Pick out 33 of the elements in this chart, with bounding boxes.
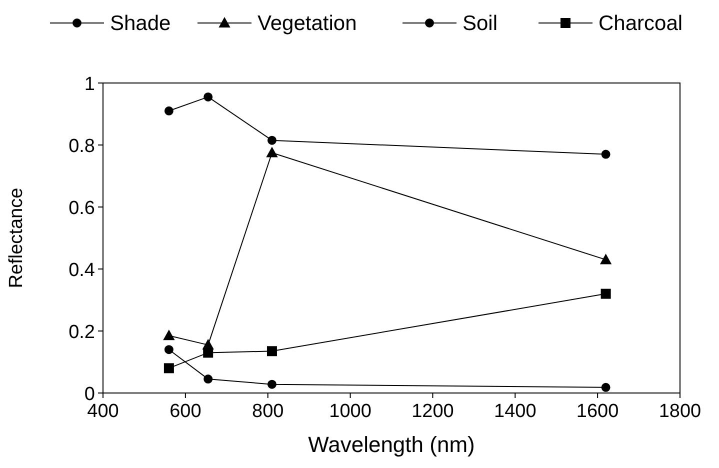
legend-label: Charcoal bbox=[598, 12, 683, 35]
point bbox=[164, 363, 174, 374]
legend-label: Vegetation bbox=[258, 12, 357, 35]
legend-label: Shade bbox=[110, 12, 171, 35]
point bbox=[601, 382, 610, 392]
x-tick-label: 1800 bbox=[658, 401, 702, 422]
y-tick-label: 0.2 bbox=[68, 322, 95, 343]
point bbox=[164, 345, 174, 354]
y-tick-label: 0.4 bbox=[68, 260, 96, 281]
point bbox=[163, 330, 174, 340]
point bbox=[600, 288, 611, 299]
x-tick-label: 1600 bbox=[576, 401, 619, 422]
x-tick-label: 600 bbox=[170, 401, 202, 422]
point bbox=[266, 147, 278, 158]
point bbox=[203, 348, 214, 358]
x-tick-label: 800 bbox=[252, 401, 284, 422]
x-tick-label: 1400 bbox=[494, 401, 536, 422]
point bbox=[601, 150, 610, 159]
y-axis-title: Reflectance bbox=[6, 188, 27, 288]
point bbox=[204, 92, 213, 102]
y-tick-label: 1 bbox=[84, 74, 95, 95]
point bbox=[164, 106, 174, 116]
x-tick-label: 1200 bbox=[412, 401, 454, 422]
x-axis-title: Wavelength (nm) bbox=[308, 432, 475, 457]
y-tick-label: 0.6 bbox=[68, 198, 95, 219]
point bbox=[267, 380, 276, 389]
point bbox=[267, 136, 276, 145]
legend-label: Soil bbox=[462, 12, 498, 35]
point bbox=[266, 346, 277, 356]
point bbox=[204, 374, 213, 384]
x-tick-label: 1000 bbox=[329, 401, 372, 422]
y-tick-label: 0.8 bbox=[68, 136, 95, 157]
point bbox=[600, 254, 612, 264]
